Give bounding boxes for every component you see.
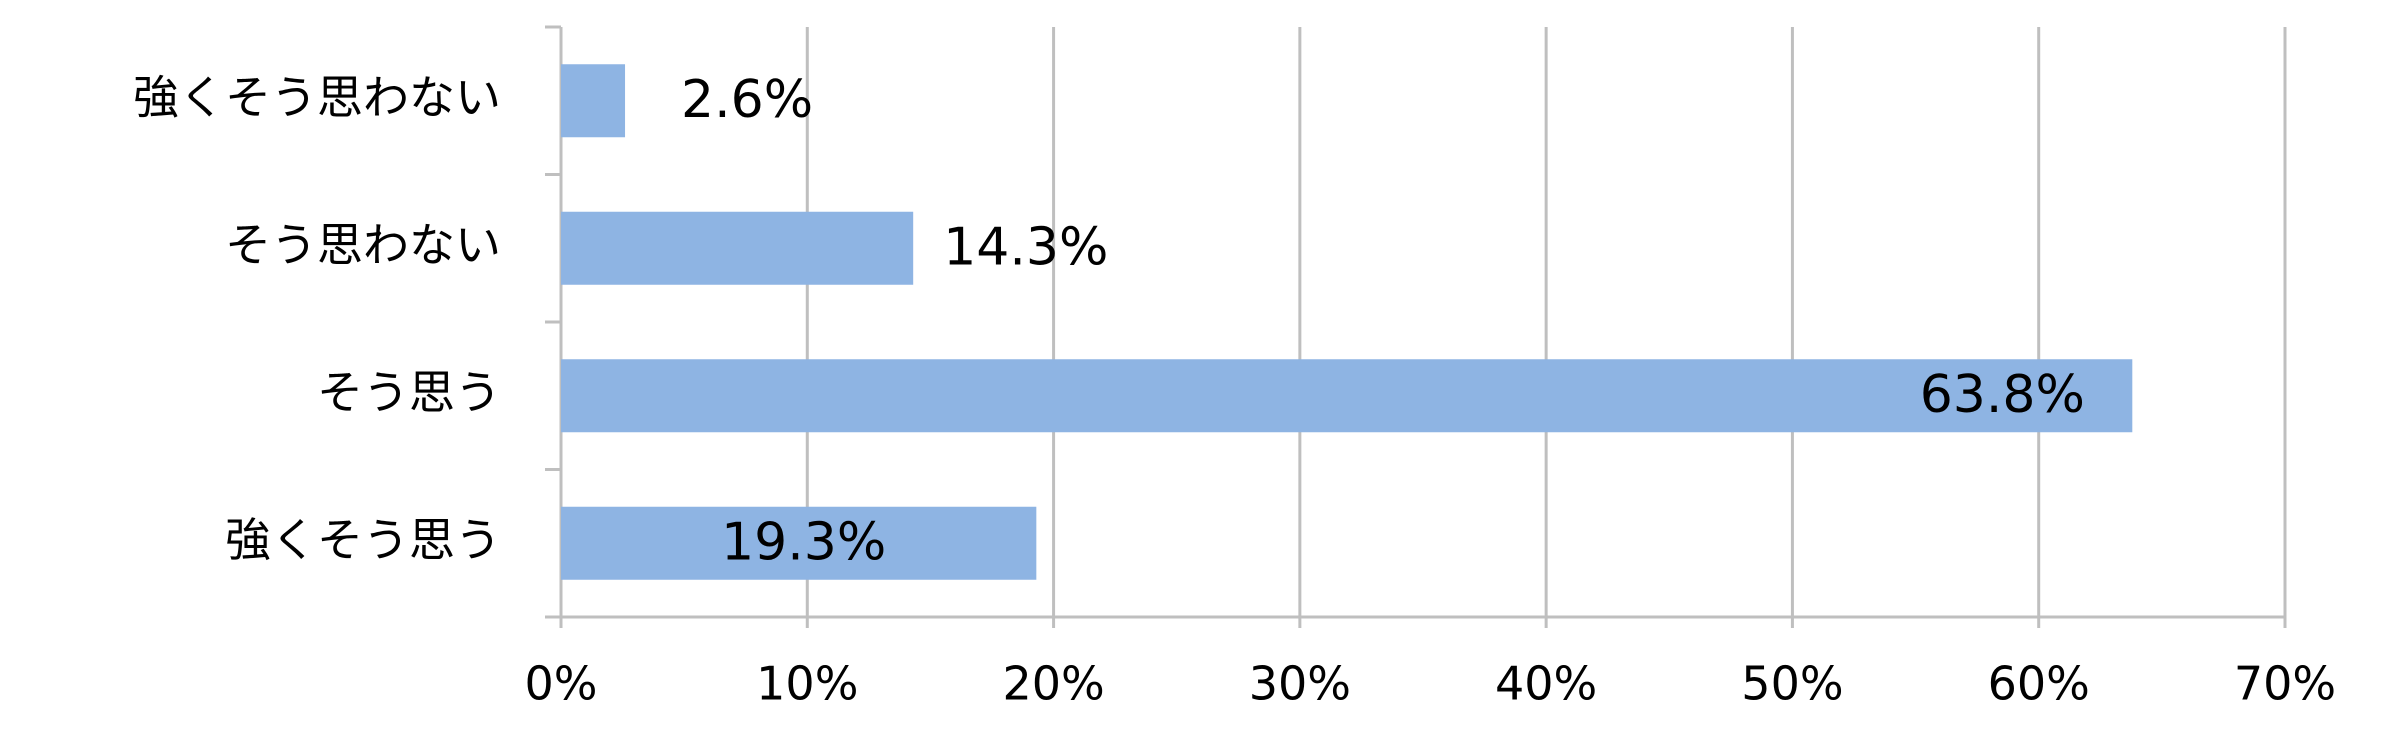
y-tick-label: そう思う [317, 365, 501, 419]
x-tick-label: 40% [1495, 657, 1597, 711]
x-tick-label: 30% [1249, 657, 1351, 711]
data-label: 63.8% [1920, 365, 2085, 425]
x-tick-label: 20% [1002, 657, 1104, 711]
x-tick-label: 0% [525, 657, 598, 711]
data-label: 2.6% [681, 70, 813, 130]
x-tick-label: 50% [1741, 657, 1843, 711]
data-label: 19.3% [721, 512, 886, 572]
bar [561, 359, 2133, 433]
data-label: 14.3% [943, 217, 1108, 277]
y-tick-label: 強くそう思わない [133, 70, 501, 124]
y-tick-label: 強くそう思う [225, 513, 501, 567]
x-tick-label: 60% [1988, 657, 2090, 711]
bar [561, 64, 626, 138]
x-tick-label: 10% [756, 657, 858, 711]
x-tick-label: 70% [2234, 657, 2336, 711]
bar [561, 211, 914, 285]
y-tick-label: そう思わない [225, 218, 501, 272]
bar [561, 506, 1037, 580]
